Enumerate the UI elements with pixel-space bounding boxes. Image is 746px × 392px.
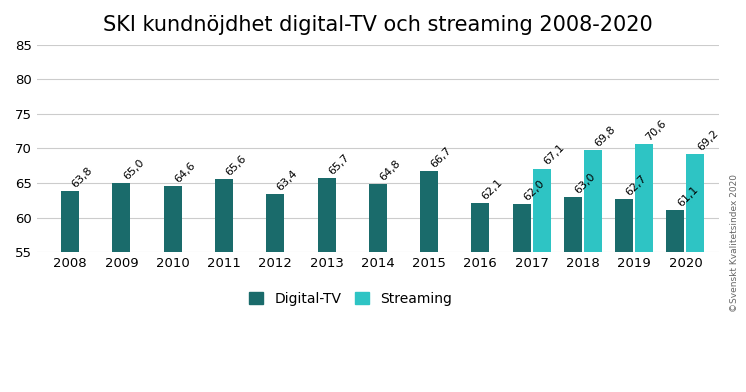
Text: 62,1: 62,1 — [480, 177, 505, 201]
Text: 70,6: 70,6 — [644, 118, 668, 143]
Text: 62,7: 62,7 — [624, 173, 649, 198]
Text: 63,4: 63,4 — [275, 168, 300, 193]
Text: ©Svenskt Kvalitetsindex 2020: ©Svenskt Kvalitetsindex 2020 — [730, 174, 739, 312]
Bar — [318, 178, 336, 252]
Text: 63,0: 63,0 — [573, 171, 598, 196]
Bar — [635, 144, 653, 252]
Text: 65,0: 65,0 — [122, 157, 146, 181]
Text: 65,7: 65,7 — [327, 152, 351, 177]
Title: SKI kundnöjdhet digital-TV och streaming 2008-2020: SKI kundnöjdhet digital-TV och streaming… — [103, 15, 653, 35]
Bar — [686, 154, 704, 252]
Bar — [584, 150, 602, 252]
Text: 64,6: 64,6 — [173, 160, 197, 184]
Text: 65,6: 65,6 — [224, 153, 248, 178]
Bar — [615, 199, 633, 252]
Text: 63,8: 63,8 — [70, 165, 95, 190]
Bar — [513, 204, 530, 252]
Text: 69,8: 69,8 — [593, 124, 618, 149]
Bar — [266, 194, 284, 252]
Bar — [113, 183, 131, 252]
Text: 64,8: 64,8 — [377, 158, 402, 183]
Text: 69,2: 69,2 — [695, 128, 720, 152]
Bar — [420, 171, 438, 252]
Text: 62,0: 62,0 — [521, 178, 546, 202]
Legend: Digital-TV, Streaming: Digital-TV, Streaming — [244, 286, 457, 311]
Bar — [471, 203, 489, 252]
Bar — [164, 186, 182, 252]
Text: 61,1: 61,1 — [675, 184, 700, 209]
Bar — [666, 210, 684, 252]
Bar — [215, 179, 233, 252]
Bar — [61, 191, 79, 252]
Text: 66,7: 66,7 — [429, 145, 454, 170]
Bar — [369, 184, 386, 252]
Text: 67,1: 67,1 — [542, 143, 566, 167]
Bar — [564, 197, 582, 252]
Bar — [533, 169, 551, 252]
